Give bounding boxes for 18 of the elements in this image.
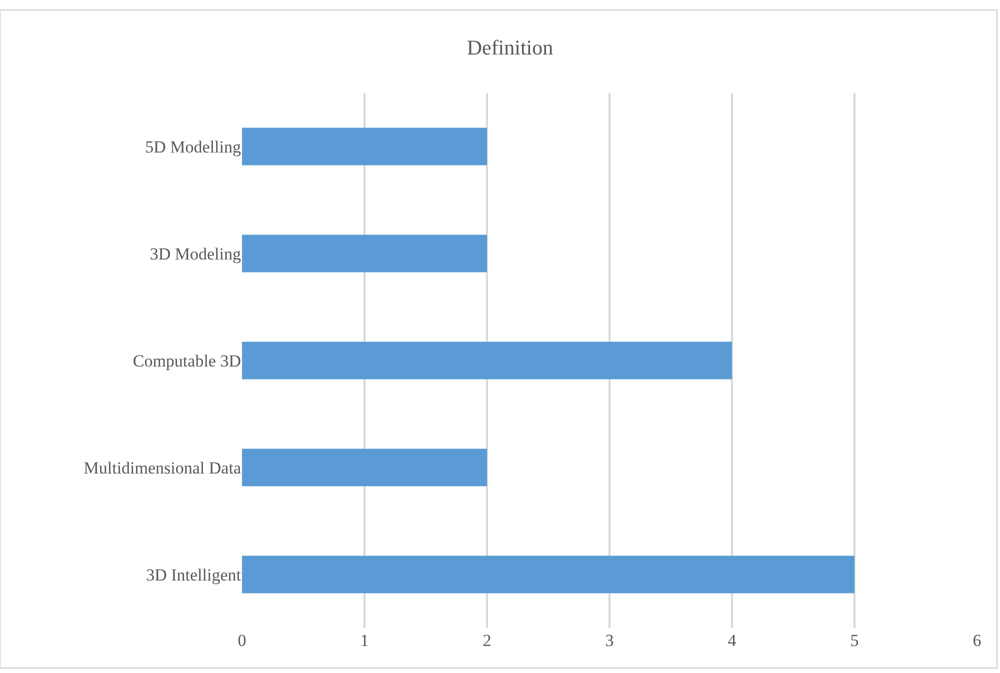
bar — [242, 234, 487, 272]
y-tick-label: 3D Intelligent — [146, 565, 242, 584]
bar — [242, 556, 854, 594]
y-tick-label: Multidimensional Data — [84, 458, 242, 478]
x-tick-label: 5 — [850, 631, 859, 650]
x-tick-label: 2 — [482, 631, 492, 650]
y-tick-label: Computable 3D — [132, 351, 241, 370]
bar — [242, 342, 732, 380]
x-tick-label: 0 — [238, 631, 246, 650]
x-tick-label: 6 — [972, 631, 982, 650]
x-tick-label: 1 — [360, 631, 369, 650]
x-tick-label: 4 — [728, 631, 737, 650]
bar — [242, 448, 487, 486]
x-tick-label: 3 — [605, 631, 614, 650]
y-tick-label: 3D Modeling — [150, 244, 242, 264]
y-tick-label: 5D Modelling — [145, 137, 242, 156]
bar — [242, 128, 487, 166]
chart-title: Definition — [466, 35, 554, 60]
